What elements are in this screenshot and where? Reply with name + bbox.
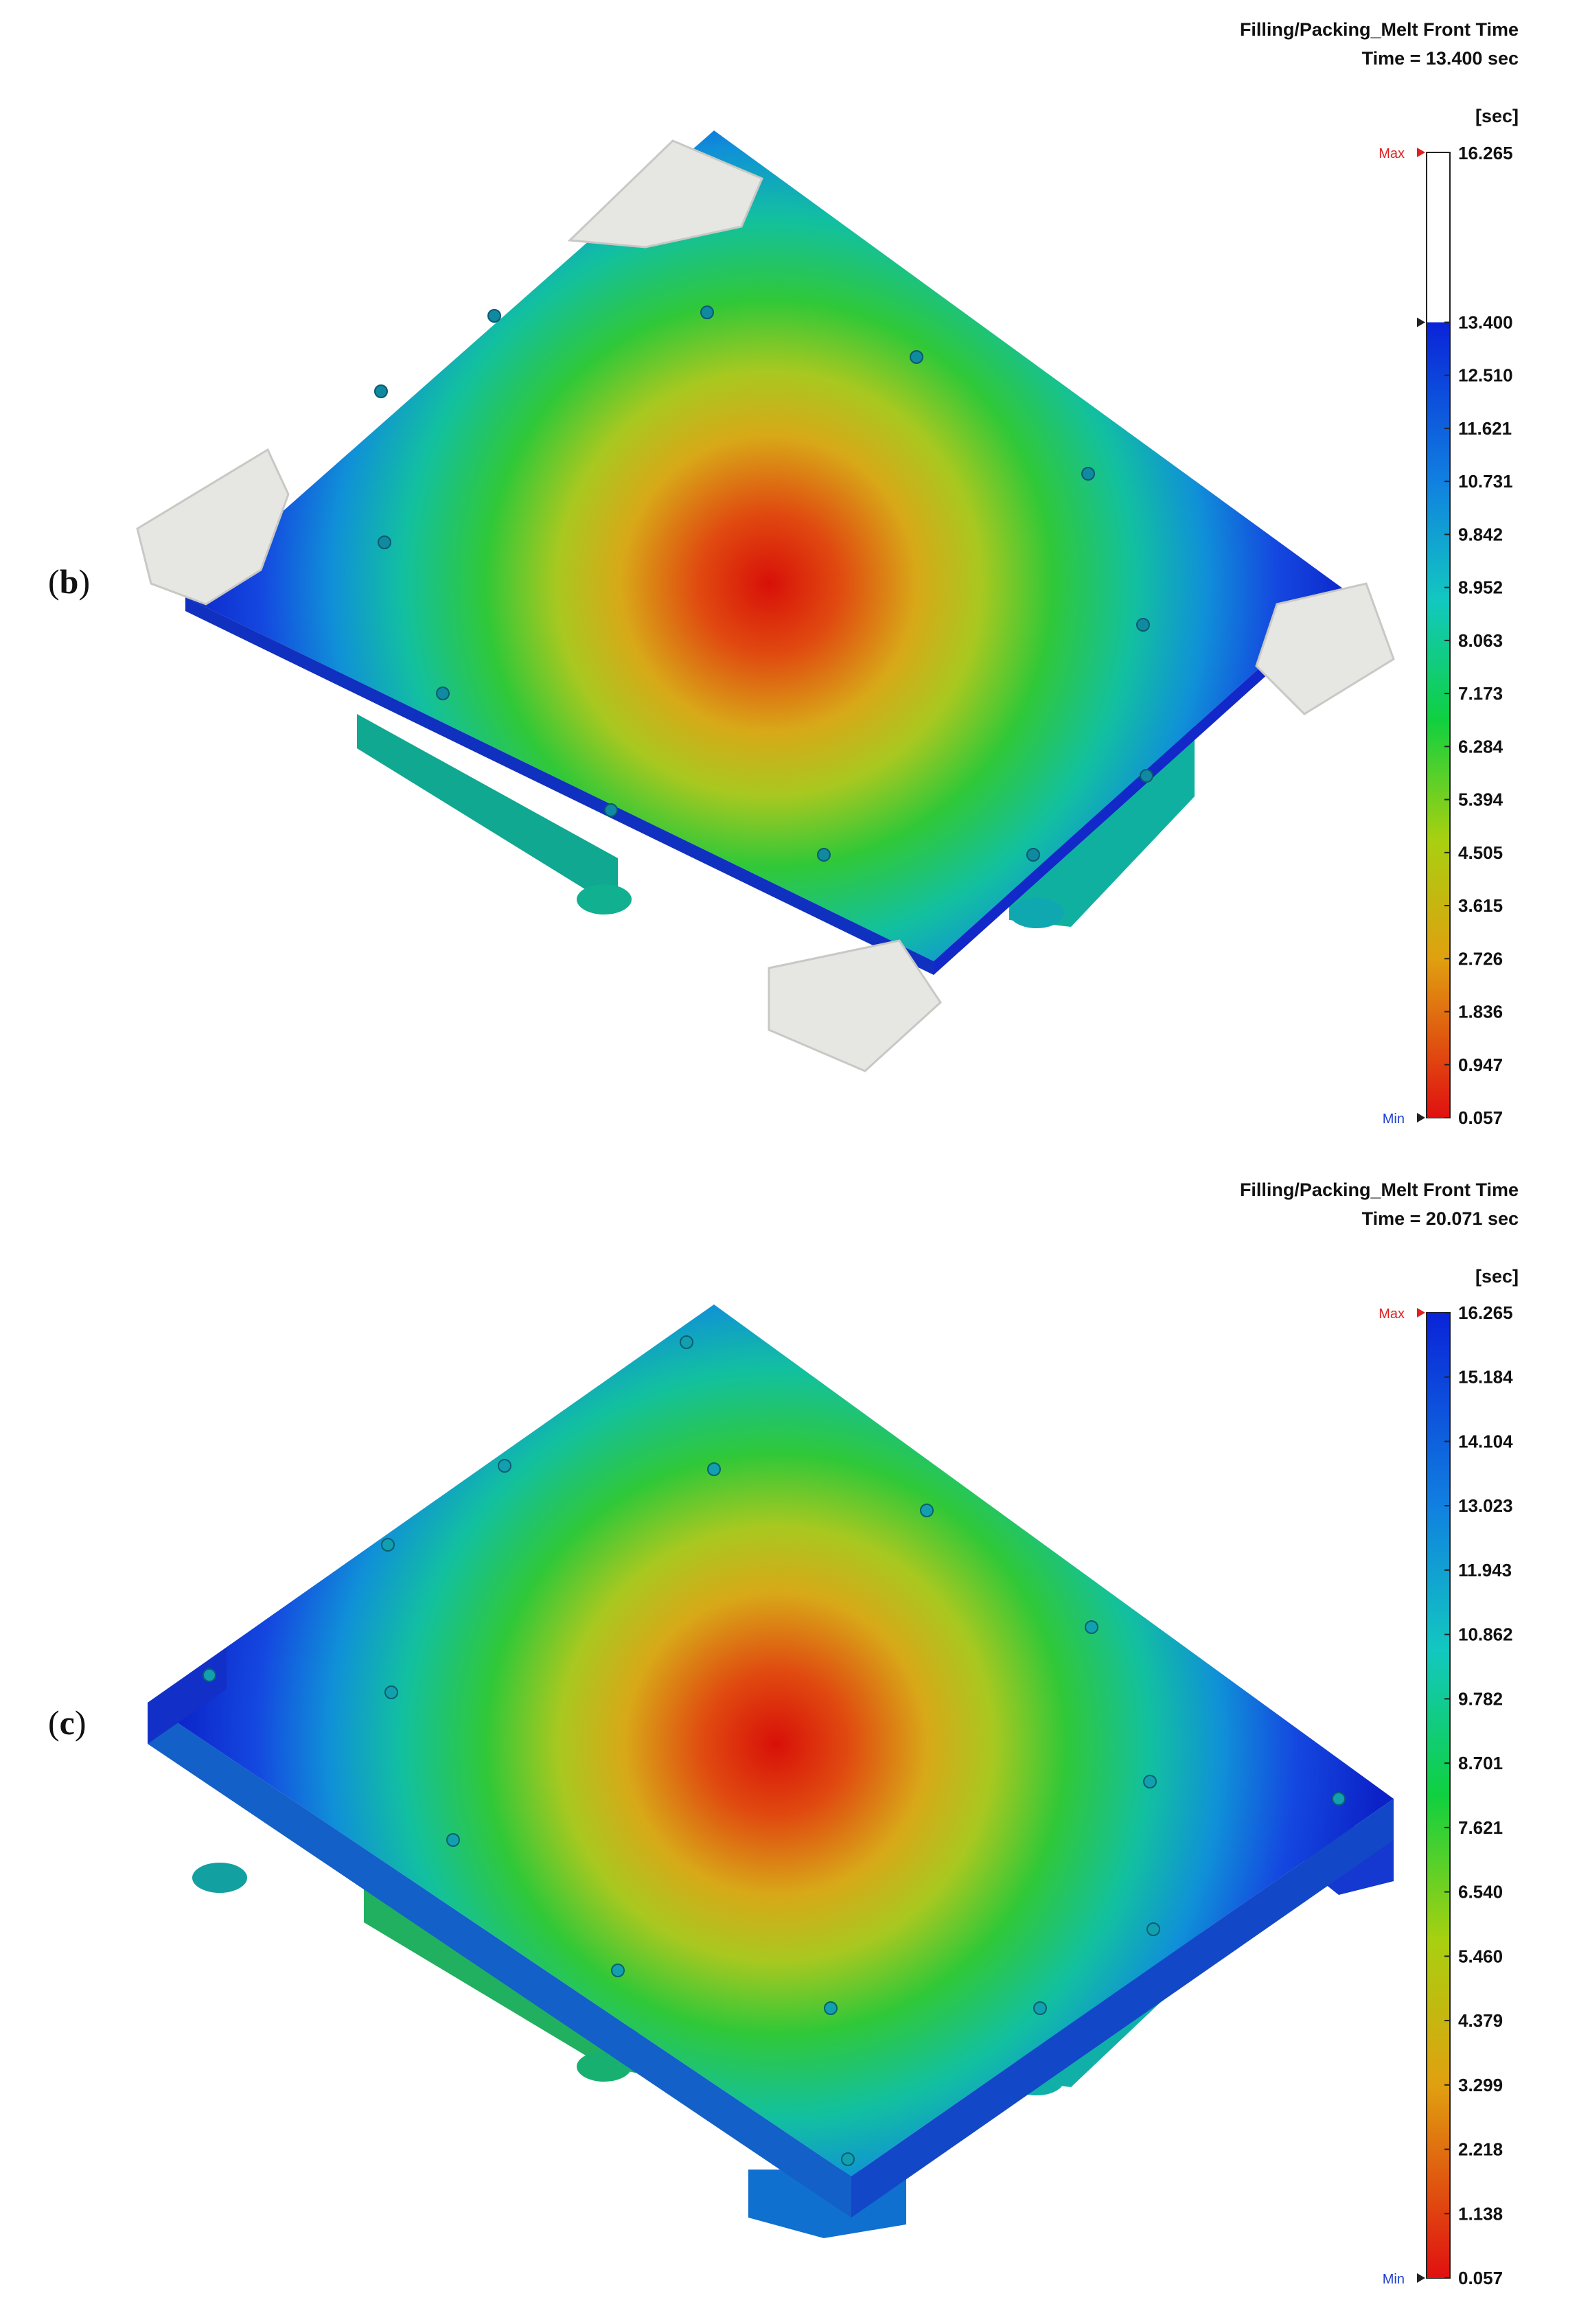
result-title: Filling/Packing_Melt Front Time: [1239, 1180, 1519, 1200]
min-marker-icon: [1417, 1113, 1425, 1123]
unfilled-regions: [136, 139, 1395, 1072]
time-readout: Time = 13.400 sec: [1361, 48, 1519, 69]
deck-holes: [374, 306, 1153, 862]
legend-tick-label: 13.023: [1458, 1495, 1513, 1516]
deck-holes: [203, 1335, 1346, 2166]
legend-tick-label: 14.104: [1458, 1431, 1513, 1451]
legend-tick-label: 10.731: [1458, 471, 1513, 492]
unit-label: [sec]: [1475, 1266, 1519, 1287]
pallet-model-view[interactable]: Max Min 16.265 13.400 12.510 11.621 10.731 9.84…: [0, 0, 1579, 1160]
legend-max-value: 16.265: [1458, 143, 1513, 163]
current-time-marker-icon: [1417, 317, 1425, 327]
pallet-model-view[interactable]: Max Min 16.265 15.184 14.104 13.023 11.943 10.8…: [0, 1160, 1579, 2324]
max-marker-icon: [1417, 1308, 1425, 1318]
legend-tick-label: 12.510: [1458, 365, 1513, 386]
pallet-deck: [148, 1304, 1394, 2176]
legend-tick-label: 9.842: [1458, 524, 1503, 544]
legend-tick-label: 8.701: [1458, 1753, 1503, 1773]
legend-tick-label: 8.952: [1458, 577, 1503, 598]
legend-tick-label: 11.943: [1458, 1560, 1512, 1580]
legend-tick-label: 13.400: [1458, 312, 1513, 332]
panel-label: (b): [48, 562, 91, 601]
min-marker-icon: [1417, 2273, 1425, 2283]
pallet-deck: [185, 130, 1346, 961]
legend-tick-label: 10.862: [1458, 1624, 1513, 1645]
legend-tick-label: 4.505: [1458, 842, 1503, 863]
legend-max-label: Max: [1379, 146, 1405, 161]
legend-tick-label: 6.284: [1458, 736, 1503, 757]
legend-tick-label: 4.379: [1458, 2010, 1503, 2031]
legend-max-label: Max: [1379, 1307, 1405, 1322]
result-title: Filling/Packing_Melt Front Time: [1239, 19, 1519, 40]
legend-tick-label: 2.218: [1458, 2139, 1503, 2160]
panel-b: Filling/Packing_Melt Front Time Time = 1…: [0, 0, 1579, 1160]
legend-tick-label: 0.057: [1458, 1107, 1503, 1128]
legend-tick-label: 7.621: [1458, 1817, 1503, 1838]
legend-tick-label: 9.782: [1458, 1688, 1503, 1709]
legend-tick-label: 16.265: [1458, 1302, 1513, 1323]
legend-tick-label: 0.057: [1458, 2268, 1503, 2288]
legend-tick-label: 7.173: [1458, 683, 1503, 704]
max-marker-icon: [1417, 148, 1425, 157]
legend-color-bar: [1427, 322, 1449, 1118]
legend-tick-label: 15.184: [1458, 1367, 1513, 1388]
legend-tick-label: 2.726: [1458, 948, 1503, 969]
legend-tick-label: 1.138: [1458, 2203, 1503, 2224]
panel-label: (c): [48, 1703, 87, 1742]
legend-min-label: Min: [1383, 2272, 1405, 2287]
unit-label: [sec]: [1475, 106, 1519, 126]
time-readout: Time = 20.071 sec: [1361, 1208, 1519, 1229]
legend-tick-label: 6.540: [1458, 1882, 1503, 1902]
legend-tick-label: 5.394: [1458, 790, 1503, 810]
legend-tick-label: 0.947: [1458, 1055, 1503, 1075]
panel-c: Filling/Packing_Melt Front Time Time = 2…: [0, 1160, 1579, 2324]
legend-tick-label: 8.063: [1458, 630, 1503, 651]
legend-tick-label: 3.615: [1458, 895, 1503, 916]
legend-color-bar: [1427, 1313, 1449, 2278]
legend-tick-label: 1.836: [1458, 1002, 1503, 1022]
legend-min-label: Min: [1383, 1112, 1405, 1127]
legend-tick-label: 11.621: [1458, 418, 1512, 439]
color-legend-c: Max Min 16.265 15.184 14.104 13.023 11.943 10.8…: [1379, 1302, 1513, 2288]
legend-tick-label: 3.299: [1458, 2075, 1503, 2095]
color-legend-b: Max Min 16.265 13.400 12.510 11.621 10.731 9.84…: [1379, 143, 1512, 1128]
legend-tick-label: 5.460: [1458, 1946, 1503, 1966]
